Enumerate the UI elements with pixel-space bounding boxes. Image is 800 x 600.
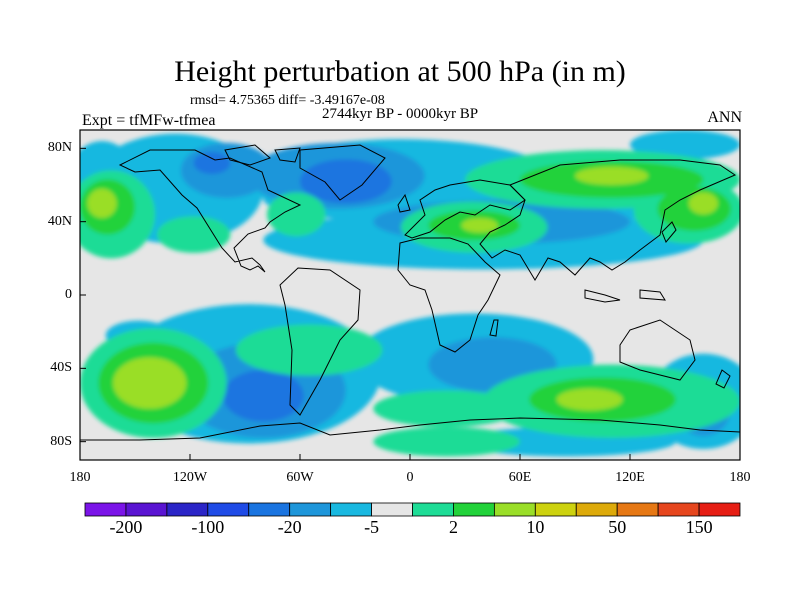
experiment-label: Expt = tfMFw-tfmea [82, 112, 216, 129]
coast-indonesia [584, 289, 666, 303]
coast-madagascar [489, 319, 499, 337]
colorbar-label: -200 [109, 517, 143, 537]
colorbar-box [125, 502, 168, 517]
colorbar-label: 2 [448, 517, 458, 537]
colorbar-label: -5 [364, 517, 380, 537]
contour-region-20-39 [688, 192, 718, 215]
contour-field [80, 130, 740, 457]
lat-tick-label: 80N [47, 140, 72, 156]
lon-tick-label: 120E [615, 470, 645, 485]
rmsd-diff-stats: rmsd= 4.75365 diff= -3.49167e-08 [190, 93, 385, 108]
colorbar-box [616, 502, 659, 517]
lat-tick-label: 40S [50, 360, 72, 376]
contour-region-2-21 [157, 216, 231, 253]
contour-region-neg50-19 [223, 370, 304, 422]
coast-new-zealand [715, 369, 731, 389]
coastlines [80, 144, 740, 441]
contour-region-neg50-17 [300, 159, 392, 204]
lon-tick-label: 60W [286, 470, 314, 485]
lon-tick-label: 180 [729, 470, 751, 485]
coast-japan [661, 221, 677, 243]
coast-asia [479, 159, 737, 281]
colorbar-box [289, 502, 332, 517]
colorbar-box [371, 502, 413, 517]
coast-australia [619, 319, 696, 381]
colorbar-box [534, 502, 577, 517]
contour-region-neg50-18 [193, 152, 231, 174]
coast-africa [397, 237, 501, 353]
coast-canadian-islands [224, 144, 301, 166]
coast-greenland [299, 144, 386, 201]
contour-region-2-27 [235, 324, 383, 376]
plot-title: Height perturbation at 500 hPa (in m) [174, 55, 626, 88]
colorbar-label: -20 [277, 517, 302, 537]
contour-region-20-42 [461, 218, 498, 233]
colorbar-label: 150 [685, 517, 713, 537]
contour-region-20-41 [556, 388, 623, 411]
coast-british-isles [397, 193, 411, 213]
colorbar-box [412, 502, 454, 517]
period-label: 2744kyr BP - 0000kyr BP [322, 106, 479, 122]
colorbar-label: 10 [526, 517, 545, 537]
colorbar-box [84, 502, 127, 517]
contour-region-2-29 [373, 390, 520, 427]
colorbar-box [575, 502, 618, 517]
colorbar-box [248, 502, 291, 517]
contour-region-neg5-4 [630, 130, 740, 160]
colorbar-box [493, 502, 536, 517]
contour-region-2-22 [267, 192, 326, 237]
colorbar-box [207, 502, 250, 517]
coast-antarctica [80, 417, 740, 441]
coast-south-america [279, 267, 361, 416]
lon-tick-label: 180 [69, 470, 91, 485]
colorbar-label: 50 [608, 517, 627, 537]
lon-tick-label: 60E [508, 470, 532, 485]
season-label: ANN [707, 109, 742, 126]
colorbar [84, 502, 741, 517]
lon-tick-label: 0 [406, 470, 414, 485]
contour-region-20-37 [87, 188, 117, 218]
colorbar-box [698, 502, 741, 517]
axis-ticks [79, 147, 741, 460]
colorbar-box [166, 502, 209, 517]
colorbar-box [330, 502, 372, 517]
lat-tick-label: 40N [47, 213, 72, 229]
lat-tick-label: 0 [65, 287, 72, 302]
contour-region-20-38 [575, 166, 649, 185]
contour-region-2-30 [373, 427, 520, 457]
contour-region-20-40 [113, 357, 187, 409]
colorbar-box [657, 502, 700, 517]
lon-tick-label: 120W [172, 470, 208, 485]
lat-tick-label: 80S [50, 433, 72, 449]
colorbar-box [453, 502, 495, 517]
coast-europe [404, 179, 526, 239]
colorbar-label: -100 [191, 517, 225, 537]
